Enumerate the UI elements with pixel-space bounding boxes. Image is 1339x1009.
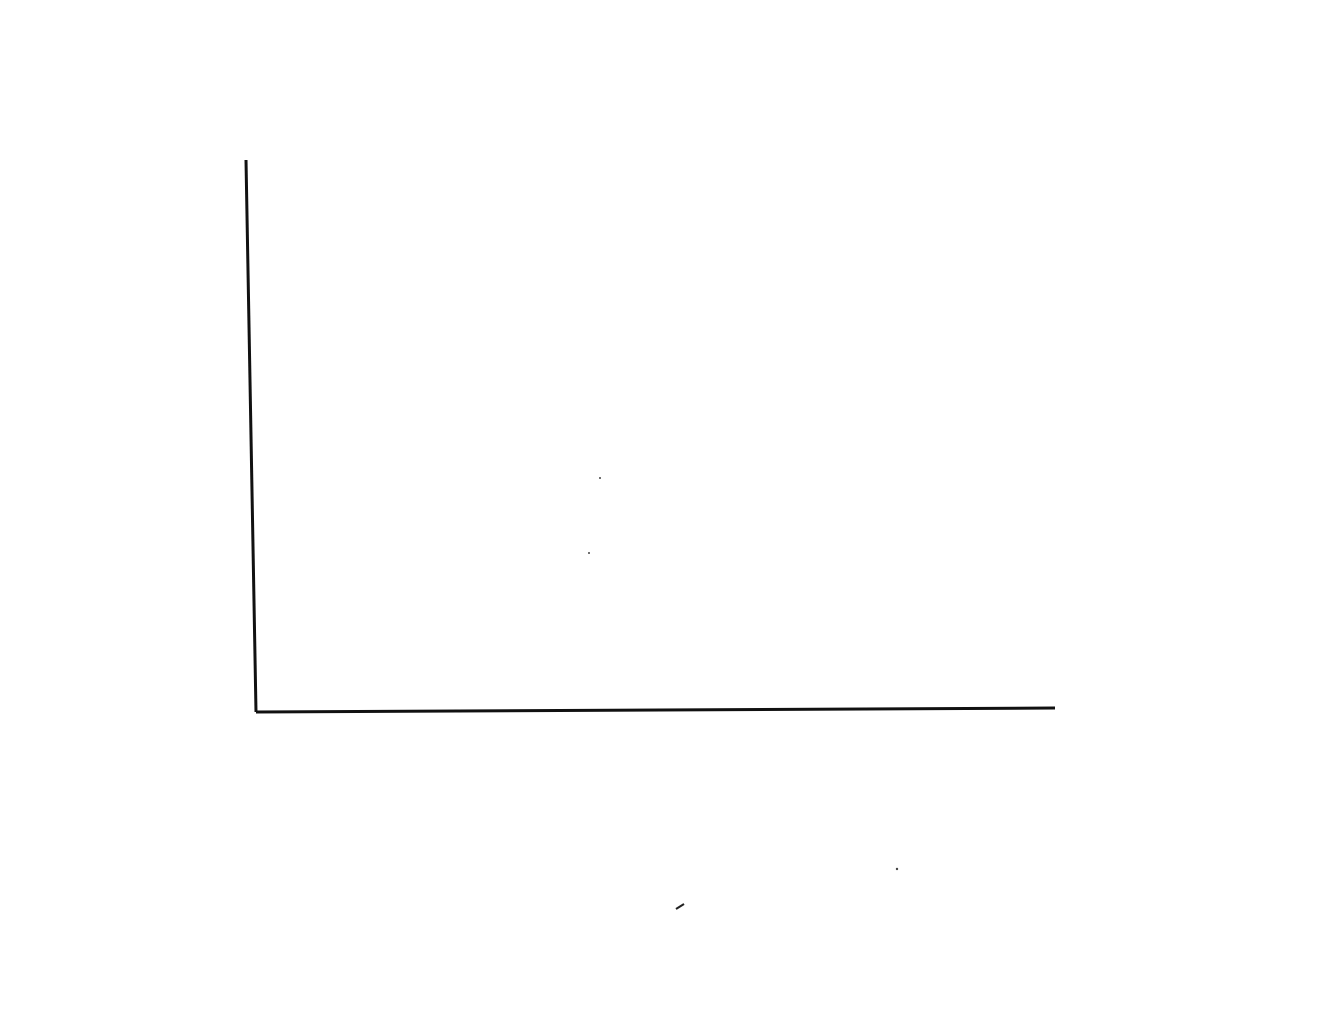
x-axis [255,706,1056,714]
stray-marks [588,477,899,910]
y-axis [244,159,258,713]
